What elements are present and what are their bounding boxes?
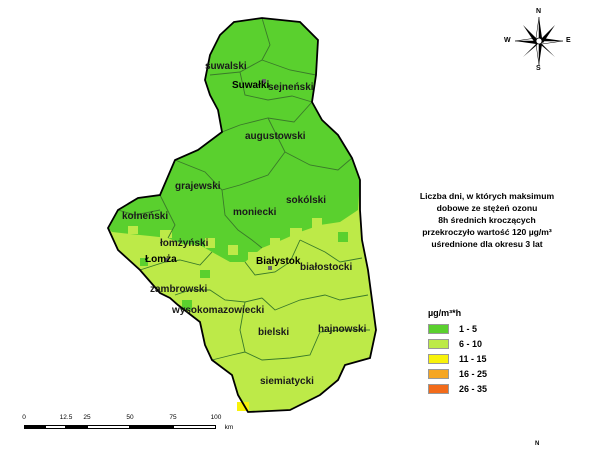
scale-segment [130,425,173,429]
district-borders [117,17,370,361]
legend-label: 1 - 5 [459,323,478,334]
compass-icon [514,16,564,66]
label-sokolski: sokólski [286,195,327,206]
scale-tick-label: 75 [169,414,177,421]
pixel-cells-green [140,232,348,310]
legend-item: 11 - 15 [428,351,548,366]
label-suwalki: Suwałki [232,80,270,91]
legend-item: 16 - 25 [428,366,548,381]
region-class-1-5 [108,18,360,262]
scale-tick-label: 100 [210,414,222,421]
scale-tick-label: 12.5 [59,414,73,421]
legend: µg/m³*h 1 - 5 6 - 10 11 - 15 16 - 25 26 … [428,308,548,396]
label-zambrowski: zambrowski [150,284,208,295]
legend-swatch [428,383,449,394]
yellow-cell [237,402,249,411]
label-wysokomazowiecki: wysokomazowiecki [172,305,265,316]
suwalki-marker [262,79,266,83]
legend-swatch [428,368,449,379]
scale-segment [66,425,87,429]
map-title: Liczba dni, w których maksimum dobowe ze… [384,190,590,250]
title-line: dobowe ze stężeń ozonu [436,203,538,213]
bialystok-marker [268,266,272,270]
scale-unit: km [224,424,234,431]
pixel-cells [128,218,322,262]
legend-label: 16 - 25 [459,368,488,379]
legend-item: 6 - 10 [428,336,548,351]
compass-rose: N S E W [504,8,571,72]
compass-w: W [504,37,511,44]
label-bialystok: Białystok [256,256,301,267]
label-augustowski: augustowski [245,131,306,142]
title-line: uśrednione dla okresu 3 lat [431,239,543,249]
voivodeship-border [106,17,377,413]
scale-tick-label: 0 [22,414,26,421]
label-bielski: bielski [258,327,290,338]
legend-swatch [428,353,449,364]
label-grajewski: grajewski [175,181,221,192]
label-siemiatycki: siemiatycki [260,376,314,387]
label-lomzynski: łomżyński [160,238,209,249]
scale-segment [24,425,45,429]
title-line: 8h średnich kroczących [438,215,536,225]
title-line: Liczba dni, w których maksimum [419,191,555,201]
scale-tick-label: 25 [83,414,91,421]
legend-label: 11 - 15 [459,353,487,364]
scale-tick-label: 50 [126,414,134,421]
label-hajnowski: hajnowski [318,324,367,335]
compass-e: E [566,37,571,44]
legend-label: 6 - 10 [459,338,483,349]
scale-segment [173,425,216,429]
label-suwalski: suwalski [205,61,247,72]
legend-swatch [428,323,449,334]
legend-label: 26 - 35 [459,383,488,394]
scale-segment [45,425,66,429]
compass-n: N [536,8,542,15]
title-line: przekroczyło wartość 120 µg/m³ [422,227,552,237]
compass-s: S [536,65,541,72]
lomza-marker [165,258,169,262]
scale-segment [87,425,130,429]
label-moniecki: moniecki [233,207,277,218]
label-lomza: Łomża [145,254,177,265]
legend-title: µg/m³*h [428,308,462,318]
label-sejnenski: sejneński [268,82,314,93]
label-bialostocki: białostocki [300,262,353,273]
legend-item: 1 - 5 [428,321,548,336]
legend-item: 26 - 35 [428,381,548,396]
north-indicator: N [535,441,540,447]
label-kolnenski: kolneński [122,211,169,222]
legend-swatch [428,338,449,349]
